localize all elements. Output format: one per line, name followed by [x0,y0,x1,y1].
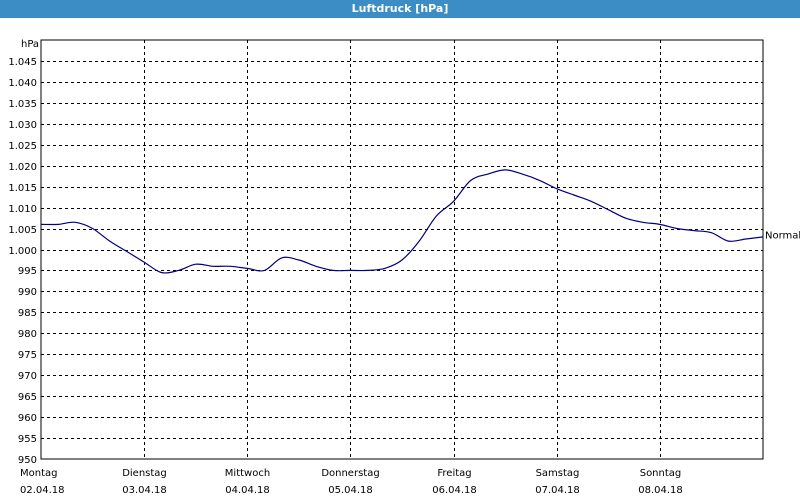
plot-area [40,39,764,460]
x-tick-day: Mittwoch [225,468,270,479]
x-tick-day: Freitag [437,468,471,479]
y-tick-label: 980 [18,329,37,340]
vertical-grid [144,40,661,459]
normal-annotation: Normal [765,230,800,241]
y-tick-label: 955 [18,434,37,445]
x-tick-day: Montag [20,468,57,479]
y-tick-label: 985 [18,308,37,319]
horizontal-grid [41,61,763,439]
x-tick-labels: Montag 02.04.18 Dienstag 03.04.18 Mittwoch 04… [20,468,683,496]
x-tick-day: Dienstag [122,468,167,479]
x-tick-day: Donnerstag [321,468,379,479]
y-tick-label: 1.010 [8,204,37,215]
y-tick-label: 965 [18,392,37,403]
x-tick-date: 07.04.18 [535,485,580,496]
y-tick-label: 990 [18,287,37,298]
y-tick-label: 1.000 [8,246,37,257]
x-tick-date: 04.04.18 [225,485,270,496]
y-tick-label: 1.045 [8,57,37,68]
chart-title: Luftdruck [hPa] [0,0,800,18]
y-tick-label: 960 [18,413,37,424]
x-tick-date: 03.04.18 [122,485,167,496]
y-axis-unit-label: hPa [21,39,39,50]
y-tick-label: 975 [18,350,37,361]
x-tick-day: Samstag [536,468,580,479]
x-tick-date: 05.04.18 [328,485,373,496]
y-tick-labels: 950 955 960 965 970 975 980 985 990 995 1.000 1.005… [8,57,37,466]
x-tick-date: 08.04.18 [638,485,683,496]
pressure-chart: 950 955 960 965 970 975 980 985 990 995 1.000 1.005… [8,39,800,496]
series-group [40,169,764,274]
y-tick-label: 1.015 [8,183,37,194]
y-tick-label: 1.020 [8,162,37,173]
y-tick-label: 1.030 [8,120,37,131]
pressure-line [40,169,764,274]
y-tick-label: 1.040 [8,78,37,89]
x-tick-date: 02.04.18 [20,485,65,496]
y-tick-label: 950 [18,455,37,466]
y-tick-label: 995 [18,266,37,277]
y-tick-label: 1.035 [8,99,37,110]
x-tick-date: 06.04.18 [432,485,477,496]
x-tick-day: Sonntag [640,468,682,479]
y-tick-label: 970 [18,371,37,382]
y-tick-label: 1.025 [8,141,37,152]
y-tick-label: 1.005 [8,225,37,236]
